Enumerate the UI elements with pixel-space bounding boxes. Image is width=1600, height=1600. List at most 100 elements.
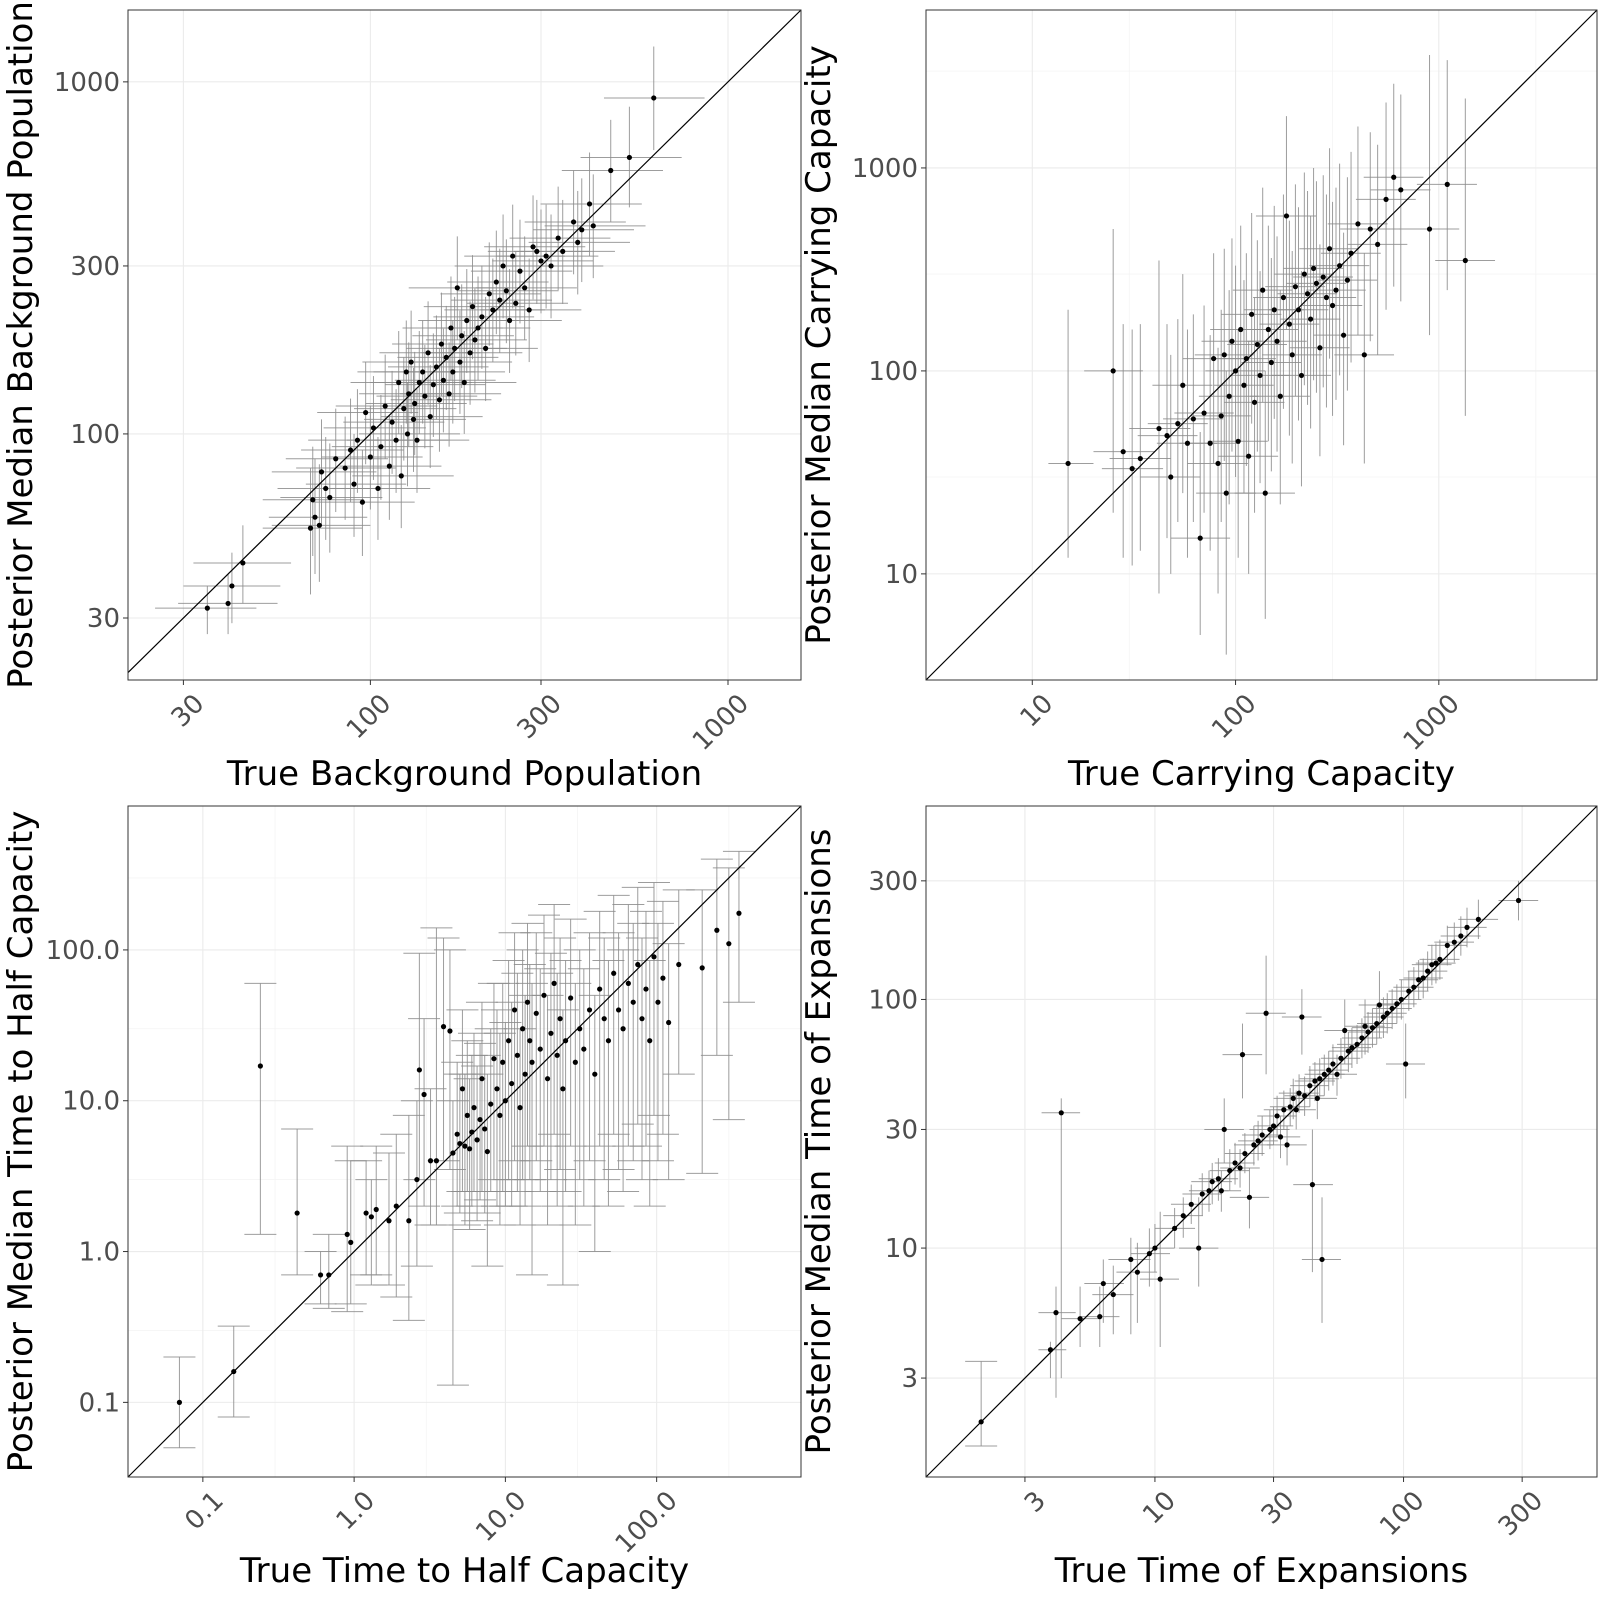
data-point <box>1172 1225 1178 1231</box>
y-tick-label: 10 <box>885 560 918 590</box>
data-point <box>448 325 454 331</box>
data-point <box>1309 1182 1316 1188</box>
data-point <box>1207 440 1213 446</box>
data-point <box>1298 372 1305 379</box>
data-point <box>1348 250 1354 256</box>
data-point <box>557 1016 563 1022</box>
data-point <box>978 1419 984 1425</box>
data-point <box>359 499 366 505</box>
x-tick-label: 30 <box>1256 1486 1301 1531</box>
identity-line <box>127 9 802 673</box>
error-bars <box>163 850 755 1449</box>
data-point <box>562 1038 569 1044</box>
data-point <box>1437 956 1443 962</box>
data-point <box>488 1101 494 1107</box>
data-points <box>204 95 657 611</box>
data-point <box>1383 196 1389 202</box>
data-point <box>427 1158 434 1164</box>
data-point <box>1394 1001 1400 1007</box>
data-point <box>1137 455 1143 462</box>
data-point <box>1301 271 1307 277</box>
data-point <box>1215 460 1221 467</box>
data-point <box>447 1028 453 1034</box>
data-point <box>425 350 431 356</box>
data-point <box>651 954 657 960</box>
data-point <box>714 927 720 933</box>
error-bar <box>965 1360 998 1447</box>
data-point <box>1156 425 1162 432</box>
data-point <box>1157 1276 1163 1282</box>
data-point <box>1199 1191 1205 1197</box>
data-point <box>620 1026 626 1032</box>
data-point <box>408 359 414 365</box>
panel-time-of-expansions: 3 10 30 100 300 3 10 30 100 300 True Time of Expan… <box>799 805 1598 1591</box>
error-bar <box>436 1100 469 1386</box>
data-point <box>1097 1314 1103 1320</box>
error-bar <box>633 960 666 1207</box>
data-point <box>312 514 318 520</box>
x-tick-label: 10 <box>1015 689 1060 734</box>
data-point <box>378 444 384 450</box>
data-point <box>506 317 513 324</box>
data-point <box>1134 1269 1140 1275</box>
data-point <box>555 235 561 241</box>
data-point <box>1359 1035 1365 1041</box>
data-point <box>204 605 210 611</box>
data-point <box>625 980 631 986</box>
data-point <box>450 369 456 375</box>
data-point <box>1211 355 1217 362</box>
gridlines <box>128 806 801 1477</box>
data-point <box>1321 1071 1327 1077</box>
data-point <box>1238 326 1244 333</box>
data-point <box>373 1206 379 1213</box>
error-bar <box>516 982 549 1276</box>
data-point <box>469 303 476 310</box>
data-point <box>1128 1256 1134 1263</box>
data-point <box>1168 474 1174 480</box>
data-point <box>404 431 411 437</box>
data-point <box>1329 302 1336 309</box>
data-point <box>1110 368 1116 374</box>
data-point <box>422 393 428 399</box>
data-point <box>1241 382 1247 388</box>
data-point <box>1323 294 1330 301</box>
data-point <box>433 364 440 370</box>
data-point <box>386 1218 392 1224</box>
error-bar <box>534 952 567 1181</box>
data-point <box>1515 897 1522 904</box>
x-tick-label: 10.0 <box>470 1486 532 1548</box>
data-point <box>1283 213 1290 219</box>
error-bar <box>312 1233 345 1309</box>
x-tick-label: 10 <box>1137 1486 1182 1531</box>
data-point <box>433 1158 440 1164</box>
data-point <box>294 1210 300 1216</box>
data-point <box>1235 438 1241 444</box>
data-point <box>1338 1055 1344 1061</box>
data-point <box>1246 1194 1253 1200</box>
data-point <box>1215 1176 1221 1182</box>
data-point <box>490 307 496 313</box>
data-point <box>1302 1093 1308 1099</box>
data-point <box>1389 1005 1395 1012</box>
data-point <box>257 1063 263 1069</box>
data-point <box>393 1203 399 1209</box>
data-point <box>1197 535 1203 541</box>
y-tick-label: 100 <box>868 985 918 1015</box>
data-point <box>1254 341 1260 348</box>
data-point <box>1310 265 1317 271</box>
data-point <box>1129 466 1135 472</box>
data-point <box>368 1214 374 1220</box>
data-point <box>406 391 412 397</box>
data-point <box>1058 1110 1064 1116</box>
data-point <box>406 1218 412 1224</box>
data-point <box>1287 1104 1293 1110</box>
data-points <box>978 897 1522 1425</box>
data-point <box>570 219 577 225</box>
data-point <box>1290 1095 1296 1101</box>
error-bar <box>573 932 606 1162</box>
data-point <box>533 1010 539 1016</box>
data-point <box>486 291 492 297</box>
data-point <box>1426 226 1433 232</box>
data-point <box>1398 996 1404 1003</box>
